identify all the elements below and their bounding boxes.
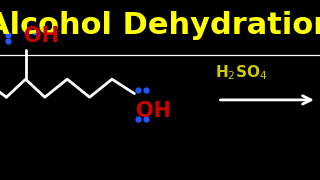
Text: OH: OH <box>136 101 171 121</box>
Text: H$_2$SO$_4$: H$_2$SO$_4$ <box>215 64 268 82</box>
Text: Alcohol Dehydration: Alcohol Dehydration <box>0 11 320 40</box>
Text: OH: OH <box>24 26 59 46</box>
